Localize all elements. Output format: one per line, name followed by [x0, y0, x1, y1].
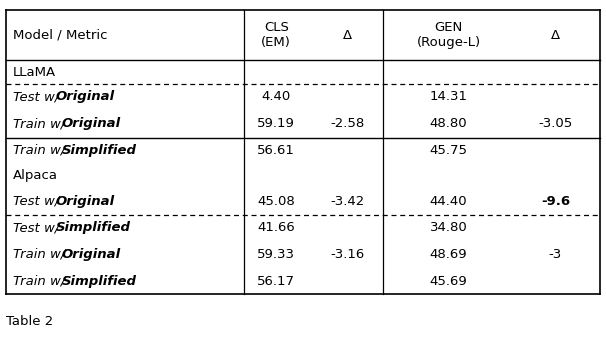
Text: 41.66: 41.66: [258, 221, 295, 234]
Text: 48.69: 48.69: [430, 248, 467, 261]
Text: Original: Original: [62, 117, 121, 130]
Text: Train w/: Train w/: [13, 248, 70, 261]
Text: Test w/: Test w/: [13, 90, 64, 103]
Text: Alpaca: Alpaca: [13, 169, 58, 182]
Text: Simplified: Simplified: [62, 275, 137, 288]
Text: Train w/: Train w/: [13, 144, 70, 157]
Text: Table 2: Table 2: [6, 315, 53, 328]
Text: -2.58: -2.58: [330, 117, 365, 130]
Text: Model / Metric: Model / Metric: [13, 29, 108, 42]
Text: Δ: Δ: [551, 29, 560, 42]
Text: 44.40: 44.40: [430, 194, 467, 208]
Text: 34.80: 34.80: [430, 221, 467, 234]
Text: 45.75: 45.75: [430, 144, 467, 157]
Text: Test w/: Test w/: [13, 194, 64, 208]
Text: Train w/: Train w/: [13, 117, 70, 130]
Text: 59.19: 59.19: [258, 117, 295, 130]
Text: 45.08: 45.08: [258, 194, 295, 208]
Text: LLaMA: LLaMA: [13, 66, 56, 79]
Text: Train w/: Train w/: [13, 275, 70, 288]
Text: -3.05: -3.05: [538, 117, 573, 130]
Text: CLS
(EM): CLS (EM): [261, 21, 291, 49]
Text: Original: Original: [56, 90, 115, 103]
Text: -3: -3: [549, 248, 562, 261]
Text: 56.61: 56.61: [258, 144, 295, 157]
Text: Simplified: Simplified: [62, 144, 137, 157]
Text: -3.16: -3.16: [330, 248, 365, 261]
Text: Simplified: Simplified: [56, 221, 131, 234]
Text: Test w/: Test w/: [13, 221, 64, 234]
Text: 59.33: 59.33: [258, 248, 295, 261]
Text: 4.40: 4.40: [262, 90, 291, 103]
Text: -9.6: -9.6: [541, 194, 570, 208]
Text: 56.17: 56.17: [258, 275, 295, 288]
Text: 14.31: 14.31: [430, 90, 467, 103]
Text: Original: Original: [56, 194, 115, 208]
Text: GEN
(Rouge-L): GEN (Rouge-L): [416, 21, 481, 49]
Text: Original: Original: [62, 248, 121, 261]
Text: -3.42: -3.42: [330, 194, 365, 208]
Text: 48.80: 48.80: [430, 117, 467, 130]
Text: 45.69: 45.69: [430, 275, 467, 288]
Text: Δ: Δ: [343, 29, 352, 42]
